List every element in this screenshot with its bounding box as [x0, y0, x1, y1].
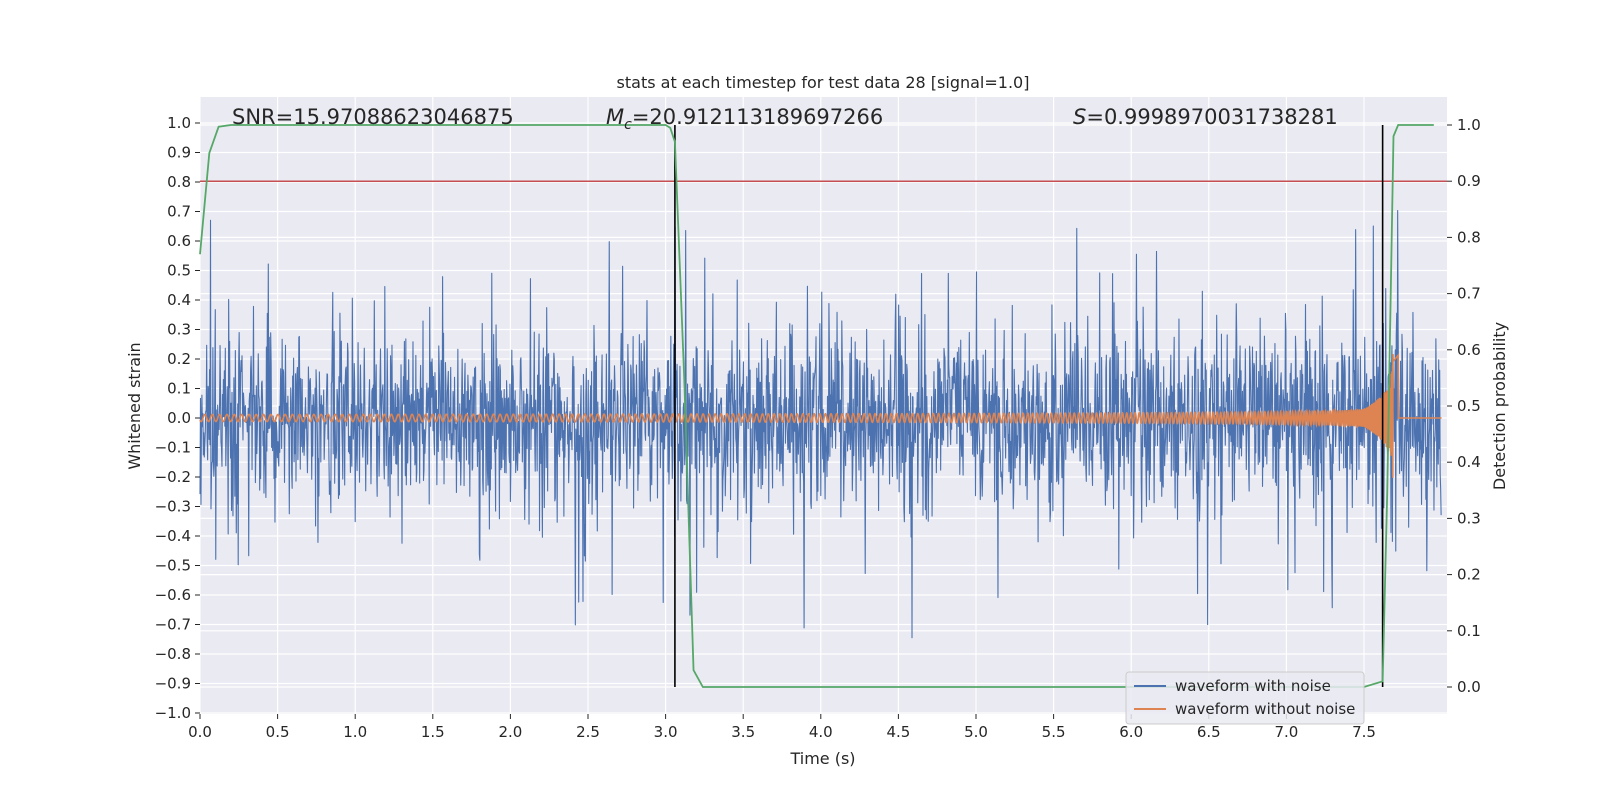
y-tick-label: 0.9 — [167, 144, 191, 162]
x-tick-label: 1.0 — [343, 723, 367, 741]
x-tick-label: 5.5 — [1042, 723, 1066, 741]
detection-probability-line — [199, 124, 1434, 688]
y2-tick-label: 0.1 — [1457, 622, 1481, 640]
y2-tick-label: 0.8 — [1457, 228, 1481, 246]
reference-lines — [200, 125, 1447, 687]
x-axis-label: Time (s) — [789, 749, 855, 768]
axis-ticks: 0.0 0.5 1.0 1.5 2.0 2.5 3.0 3.5 4.0 4.5 5.0 5.5 6.0 6… — [155, 114, 1481, 741]
y2-tick-label: 0.3 — [1457, 509, 1481, 527]
y-tick-label: 1.0 — [167, 114, 191, 132]
y-tick-label: 0.8 — [167, 173, 191, 191]
x-tick-label: 4.0 — [809, 723, 833, 741]
y-tick-label: 0.3 — [167, 321, 191, 339]
x-tick-label: 6.5 — [1197, 723, 1221, 741]
y2-tick-label: 0.5 — [1457, 397, 1481, 415]
y2-tick-label: 0.0 — [1457, 678, 1481, 696]
x-tick-label: 3.5 — [731, 723, 755, 741]
y2-tick-label: 0.9 — [1457, 172, 1481, 190]
x-tick-label: 2.0 — [498, 723, 522, 741]
snr-annotation: SNR=15.97088623046875 — [232, 105, 514, 129]
y-tick-label: −1.0 — [155, 704, 191, 722]
x-tick-label: 4.5 — [886, 723, 910, 741]
x-tick-label: 3.0 — [654, 723, 678, 741]
x-tick-label: 7.0 — [1274, 723, 1298, 741]
y-tick-label: −0.6 — [155, 586, 191, 604]
legend-label-clean: waveform without noise — [1175, 700, 1355, 718]
y2-tick-label: 0.7 — [1457, 285, 1481, 303]
probability-series — [199, 124, 1434, 688]
legend-label-noisy: waveform with noise — [1175, 677, 1331, 695]
y-tick-label: −0.1 — [155, 439, 191, 457]
noisy-waveform-series — [199, 210, 1442, 639]
clean-waveform-line — [199, 352, 1442, 478]
clean-waveform-series — [199, 352, 1442, 478]
x-tick-label: 7.5 — [1352, 723, 1376, 741]
y-tick-label: −0.8 — [155, 645, 191, 663]
legend: waveform with noise waveform without noi… — [1125, 671, 1365, 725]
y-tick-label: 0.2 — [167, 350, 191, 368]
y-tick-label: −0.5 — [155, 557, 191, 575]
chirp-mass-annotation: Mc=20.912113189697266 — [606, 105, 883, 133]
y-tick-label: −0.2 — [155, 468, 191, 486]
y2-tick-label: 1.0 — [1457, 116, 1481, 134]
y2-tick-label: 0.2 — [1457, 566, 1481, 584]
y-tick-label: −0.4 — [155, 527, 191, 545]
x-tick-label: 1.5 — [421, 723, 445, 741]
y2-axis-label: Detection probability — [1490, 322, 1509, 490]
y-tick-label: 0.0 — [167, 409, 191, 427]
y-tick-label: 0.1 — [167, 380, 191, 398]
y-axis-label: Whitened strain — [125, 342, 144, 469]
x-tick-label: 6.0 — [1119, 723, 1143, 741]
score-annotation: S=0.9998970031738281 — [1073, 105, 1338, 129]
y-tick-label: −0.7 — [155, 616, 191, 634]
y-tick-label: 0.4 — [167, 291, 191, 309]
x-tick-label: 0.5 — [266, 723, 290, 741]
noisy-waveform-line — [199, 210, 1442, 639]
x-tick-label: 0.0 — [188, 723, 212, 741]
y-tick-label: 0.7 — [167, 203, 191, 221]
x-tick-label: 2.5 — [576, 723, 600, 741]
y-tick-label: 0.6 — [167, 232, 191, 250]
y2-tick-label: 0.4 — [1457, 453, 1481, 471]
y-tick-label: 0.5 — [167, 262, 191, 280]
x-tick-label: 5.0 — [964, 723, 988, 741]
y-tick-label: −0.3 — [155, 498, 191, 516]
y2-tick-label: 0.6 — [1457, 341, 1481, 359]
chart-title: stats at each timestep for test data 28 … — [617, 73, 1030, 92]
y-tick-label: −0.9 — [155, 675, 191, 693]
legend-box — [1125, 671, 1365, 725]
